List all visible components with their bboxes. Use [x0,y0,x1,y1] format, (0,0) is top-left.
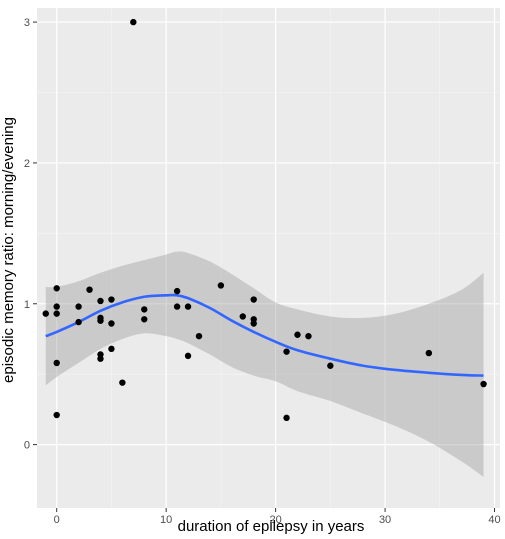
data-point [480,380,487,388]
data-point [239,313,246,320]
x-axis-ticks: 0 10 20 30 40 [54,508,501,526]
data-point [53,310,60,317]
data-point [173,303,181,310]
data-point [327,362,334,369]
plot-panel [37,8,500,508]
y-tick-label: 0 [24,440,30,452]
y-tick-label: 3 [24,17,30,29]
y-axis-ticks: 0 1 2 3 [24,17,37,452]
data-point [250,296,257,303]
data-point [141,316,148,323]
data-point [108,345,115,353]
minor-gridlines [37,8,500,508]
data-point [217,282,225,289]
data-point [53,411,60,419]
y-tick-label: 2 [24,158,30,170]
data-point [53,303,60,310]
data-point [184,352,192,360]
x-tick-label: 0 [54,514,60,526]
confidence-band [45,251,484,478]
data-point [97,297,104,305]
data-point [75,318,82,326]
data-point [425,349,433,357]
data-point [294,331,301,338]
y-tick-label: 1 [24,299,30,311]
data-point [130,18,137,26]
data-point [305,332,312,340]
data-points [42,18,487,422]
x-tick-label: 20 [269,514,281,526]
x-tick-label: 30 [379,514,391,526]
data-point [250,320,257,327]
data-point [53,285,60,292]
data-point [108,296,115,303]
major-gridlines [37,8,500,508]
smooth-line [45,293,484,377]
x-tick-label: 10 [160,514,172,526]
data-point [42,310,49,317]
data-point [75,303,82,310]
data-point [86,286,93,293]
x-tick-label: 40 [488,514,500,526]
data-point [283,414,290,422]
data-point [97,317,104,324]
data-point [53,359,60,367]
data-point [173,287,181,295]
data-point [108,320,115,327]
x-axis-label: duration of epilepsy in years [178,518,365,535]
data-point [184,303,192,310]
data-point [283,348,290,355]
data-point [195,332,203,340]
data-point [141,306,148,313]
data-point [97,355,104,362]
y-axis-label: episodic memory ratio: morning/evening [0,117,17,383]
data-point [119,379,126,386]
